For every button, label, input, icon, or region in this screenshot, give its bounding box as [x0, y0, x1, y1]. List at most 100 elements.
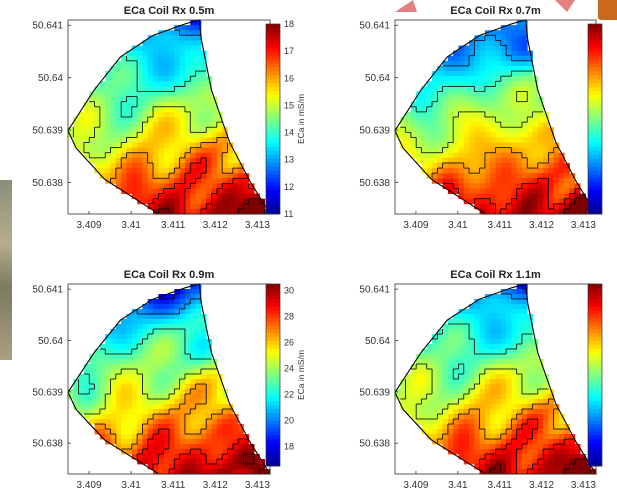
heatmap-cell	[126, 111, 133, 118]
heatmap-cell	[511, 71, 518, 77]
heatmap-cell	[537, 424, 544, 430]
heatmap-cell	[410, 394, 417, 400]
colorbar-swatch	[588, 186, 602, 191]
heatmap-cell	[195, 339, 202, 345]
heatmap-cell	[500, 208, 507, 215]
colorbar-swatch	[266, 134, 280, 140]
heatmap-cell	[405, 117, 412, 123]
heatmap-cell	[537, 449, 544, 455]
heatmap-cell	[243, 193, 250, 200]
heatmap-cell	[174, 329, 181, 335]
heatmap-cell	[474, 349, 481, 355]
heatmap-cell	[238, 449, 244, 455]
heatmap-cell	[532, 81, 539, 87]
heatmap-cell	[506, 389, 512, 395]
heatmap-cell	[190, 299, 196, 305]
heatmap-cell	[543, 389, 549, 395]
heatmap-cell	[500, 369, 507, 375]
heatmap-cell	[495, 30, 502, 36]
heatmap-cell	[137, 157, 143, 164]
heatmap-cell	[126, 60, 133, 67]
heatmap-cell	[453, 344, 459, 350]
heatmap-cell	[432, 81, 438, 87]
heatmap-cell	[142, 444, 149, 450]
heatmap-cell	[200, 203, 207, 210]
heatmap-cell	[195, 157, 202, 164]
heatmap-cell	[421, 132, 428, 138]
heatmap-cell	[421, 364, 428, 370]
colorbar-swatch	[588, 194, 602, 199]
heatmap-cell	[484, 414, 491, 420]
colorbar-swatch	[266, 310, 280, 315]
heatmap-cell	[527, 157, 533, 164]
heatmap-cell	[442, 76, 449, 82]
heatmap-cell	[158, 354, 165, 360]
heatmap-cell	[190, 45, 196, 52]
heatmap-cell	[232, 459, 239, 465]
heatmap-cell	[158, 157, 165, 164]
heatmap-cell	[254, 193, 260, 200]
heatmap-cell	[94, 91, 101, 97]
heatmap-cell	[254, 459, 260, 465]
heatmap-cell	[506, 354, 512, 360]
heatmap-cell	[158, 329, 165, 335]
heatmap-cell	[179, 147, 186, 154]
heatmap-cell	[553, 414, 560, 420]
heatmap-cell	[190, 40, 196, 46]
heatmap-cell	[506, 25, 512, 31]
heatmap-cell	[479, 414, 486, 420]
heatmap-cell	[479, 101, 486, 108]
heatmap-cell	[447, 81, 454, 87]
heatmap-cell	[121, 439, 127, 445]
heatmap-cell	[94, 414, 101, 420]
heatmap-cell	[543, 178, 549, 184]
heatmap-cell	[421, 127, 428, 133]
heatmap-cell	[195, 106, 202, 113]
heatmap-cell	[500, 344, 507, 350]
heatmap-cell	[238, 168, 244, 174]
heatmap-cell	[126, 354, 133, 360]
heatmap-cell	[115, 157, 122, 164]
heatmap-cell	[447, 359, 454, 365]
heatmap-cell	[195, 389, 202, 395]
heatmap-cell	[490, 349, 496, 355]
heatmap-cell	[174, 45, 181, 52]
colorbar	[587, 23, 603, 215]
heatmap-cell	[158, 117, 165, 123]
heatmap-cell	[469, 65, 475, 72]
heatmap-cell	[558, 429, 565, 435]
heatmap-cell	[484, 40, 491, 46]
heatmap-cell	[506, 409, 512, 415]
heatmap-cell	[238, 464, 244, 470]
heatmap-cell	[163, 71, 170, 77]
heatmap-cell	[206, 434, 212, 440]
heatmap-cell	[506, 76, 512, 82]
colorbar-swatch	[588, 447, 602, 452]
heatmap-cell	[495, 55, 502, 62]
heatmap-cell	[121, 369, 127, 375]
heatmap-cell	[516, 304, 523, 310]
heatmap-cell	[83, 384, 90, 390]
heatmap-cell	[495, 434, 502, 440]
heatmap-cell	[99, 122, 106, 128]
heatmap-cell	[216, 469, 223, 475]
heatmap-cell	[147, 359, 154, 365]
heatmap-cell	[469, 91, 475, 97]
heatmap-cell	[437, 354, 444, 360]
heatmap-cell	[469, 60, 475, 67]
heatmap-cell	[516, 429, 523, 435]
heatmap-cell	[447, 127, 454, 133]
heatmap-cell	[158, 314, 165, 320]
heatmap-cell	[484, 86, 491, 92]
colorbar-swatch	[266, 158, 280, 163]
heatmap-cell	[238, 188, 244, 194]
heatmap-cell	[511, 414, 518, 420]
heatmap-cell	[490, 314, 496, 320]
heatmap-cell	[447, 183, 454, 189]
heatmap-cell	[548, 464, 555, 470]
heatmap-cell	[437, 399, 444, 405]
colorbar-swatch	[266, 162, 280, 167]
heatmap-cell	[469, 404, 475, 410]
field-boundary	[67, 19, 271, 215]
heatmap-cell	[190, 106, 196, 113]
